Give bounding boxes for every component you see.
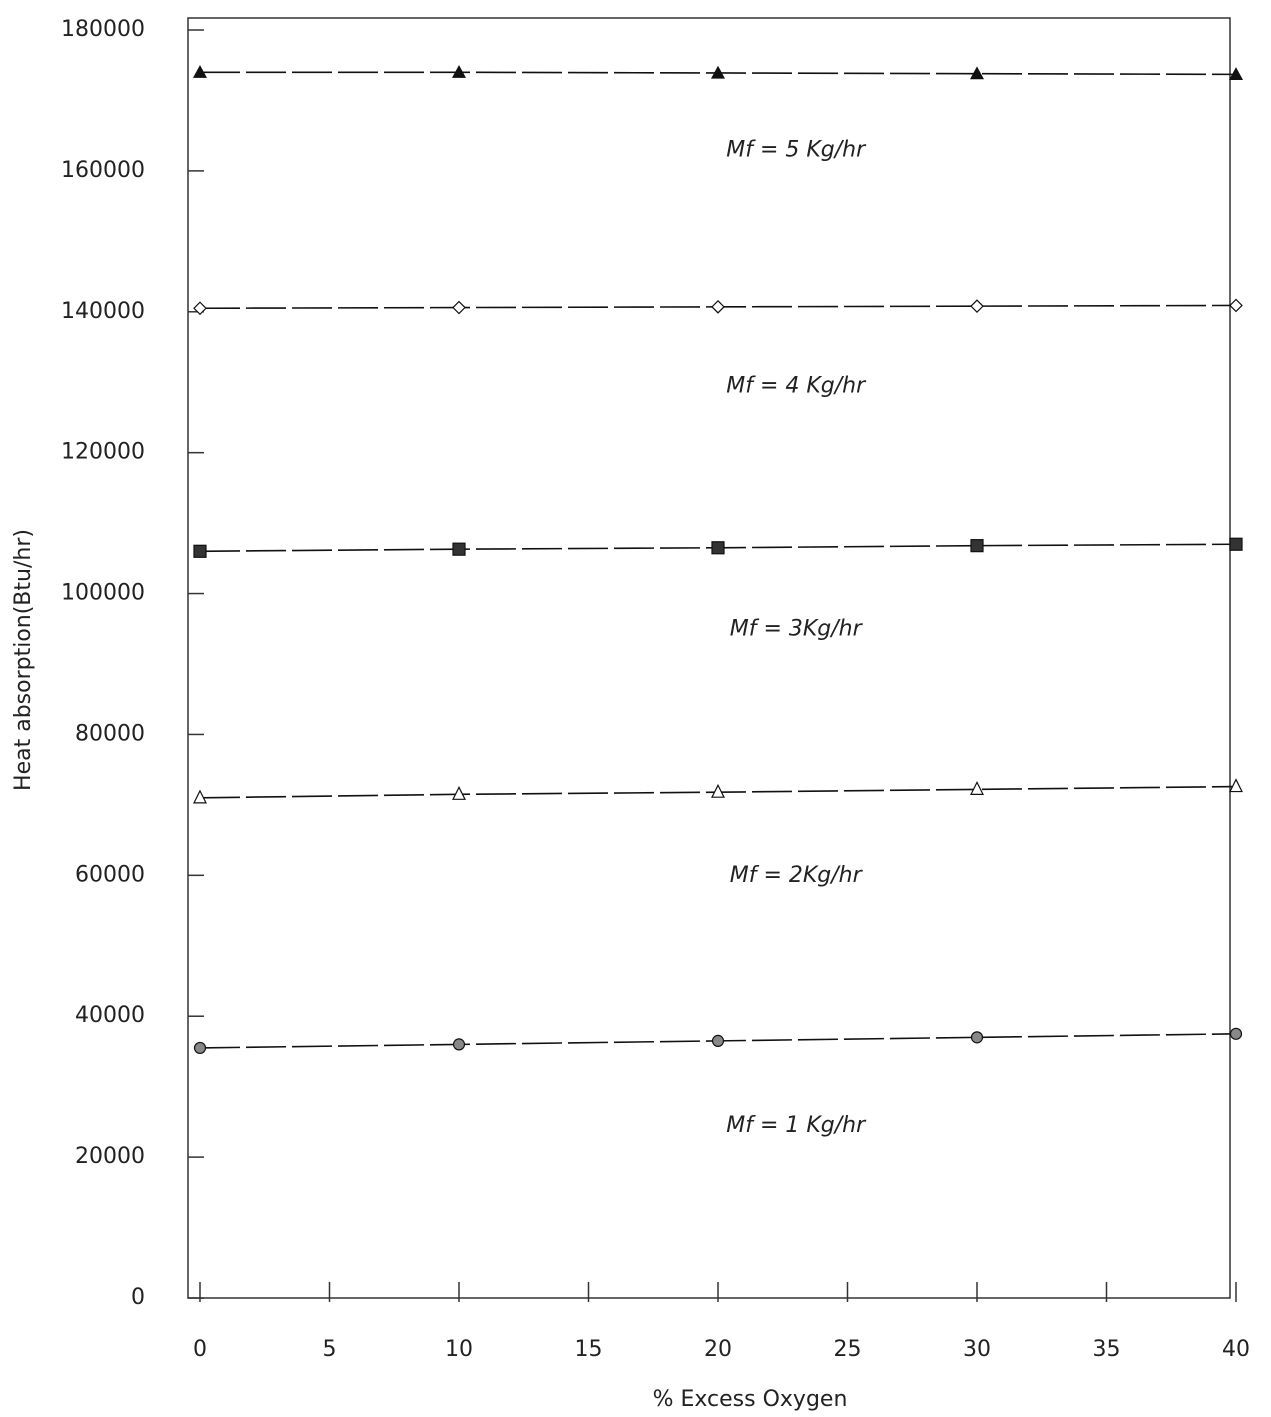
x-tick-label: 25 [834, 1337, 862, 1362]
marker [1230, 538, 1242, 550]
marker [453, 302, 465, 314]
x-tick-label: 15 [575, 1337, 603, 1362]
chart: Heat absorption(Btu/hr) % Excess Oxygen … [0, 0, 1271, 1417]
series-label: Mf = 4 Kg/hr [726, 373, 867, 398]
x-tick-label: 30 [963, 1337, 991, 1362]
y-tick-label: 0 [131, 1285, 145, 1310]
y-tick-label: 140000 [61, 299, 145, 324]
marker [972, 1032, 983, 1043]
marker [971, 300, 983, 312]
y-tick-label: 40000 [75, 1003, 145, 1028]
y-tick-label: 80000 [75, 721, 145, 746]
marker [454, 1039, 465, 1050]
marker [453, 787, 465, 799]
y-tick-label: 20000 [75, 1144, 145, 1169]
series-label: Mf = 2Kg/hr [730, 863, 864, 888]
y-tick-label: 100000 [61, 581, 145, 606]
marker [712, 785, 724, 797]
x-tick-label: 5 [323, 1337, 337, 1362]
y-tick-label: 60000 [75, 862, 145, 887]
x-tick-label: 0 [193, 1337, 207, 1362]
x-tick-label: 40 [1222, 1337, 1250, 1362]
y-axis-label: Heat absorption(Btu/hr) [11, 529, 36, 791]
x-tick-label: 35 [1093, 1337, 1121, 1362]
plot-frame [188, 18, 1230, 1298]
x-tick-label: 20 [704, 1337, 732, 1362]
marker [712, 301, 724, 313]
marker [971, 540, 983, 552]
series-label: Mf = 1 Kg/hr [726, 1113, 867, 1138]
x-tick-label: 10 [445, 1337, 473, 1362]
marker [713, 1035, 724, 1046]
marker [712, 542, 724, 554]
series-label: Mf = 5 Kg/hr [726, 137, 867, 162]
marker [971, 782, 983, 794]
marker [453, 543, 465, 555]
series-label: Mf = 3Kg/hr [730, 616, 864, 641]
y-tick-label: 120000 [61, 440, 145, 465]
y-tick-label: 180000 [61, 17, 145, 42]
x-axis-label: % Excess Oxygen [653, 1387, 848, 1412]
marker [1230, 299, 1242, 311]
marker [194, 545, 206, 557]
y-tick-label: 160000 [61, 158, 145, 183]
marker [195, 1042, 206, 1053]
marker [1231, 1028, 1242, 1039]
marker [1230, 780, 1242, 792]
marker [194, 791, 206, 803]
